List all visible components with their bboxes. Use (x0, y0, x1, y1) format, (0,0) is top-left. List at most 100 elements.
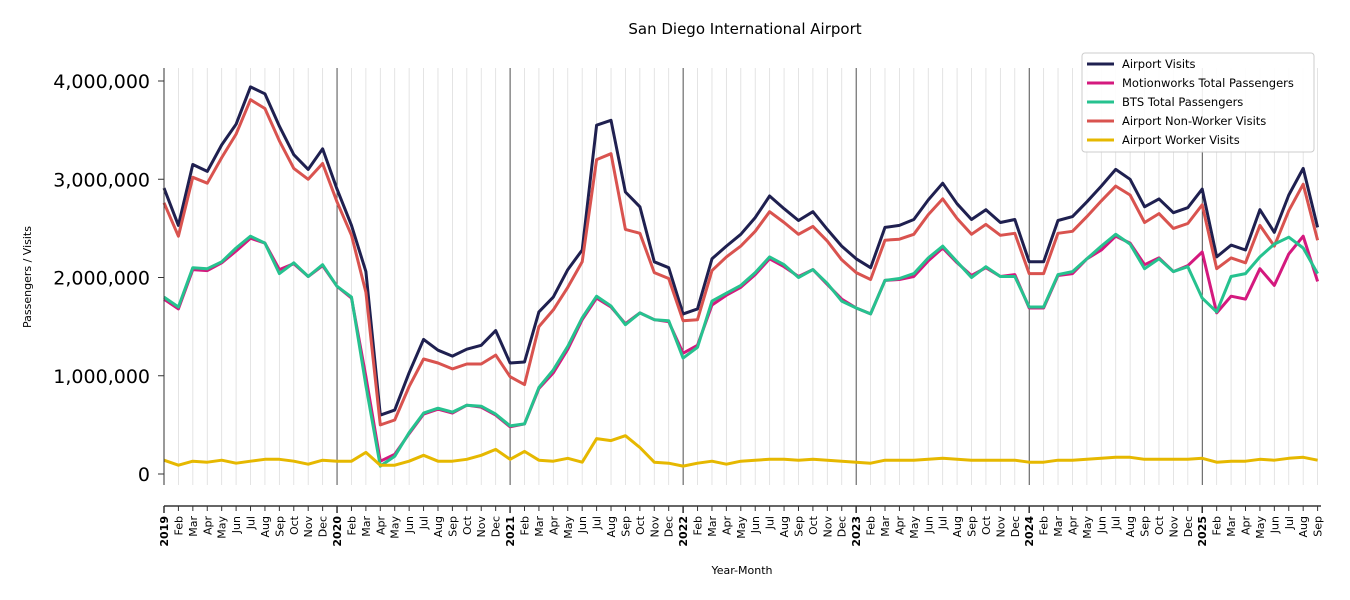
x-tick-label: Mar (1052, 516, 1065, 537)
x-tick-label: Aug (778, 516, 791, 537)
x-tick-label: Dec (1009, 516, 1022, 537)
x-tick-label: 2025 (1196, 516, 1209, 547)
x-tick-label: Nov (648, 516, 661, 538)
x-tick-label: Oct (634, 515, 647, 535)
x-tick-label: 2024 (1023, 516, 1036, 547)
x-tick-label: Dec (836, 516, 849, 537)
x-tick-label: Mar (1225, 516, 1238, 537)
x-tick-label: Oct (461, 515, 474, 535)
x-tick-label: 2021 (504, 516, 517, 547)
x-tick-label: 2020 (331, 516, 344, 547)
x-tick-label: Jun (749, 516, 762, 534)
x-axis-label: Year-Month (710, 564, 772, 577)
x-tick-label: Jul (764, 516, 777, 530)
legend-label: BTS Total Passengers (1122, 95, 1243, 109)
x-tick-label: May (1081, 516, 1094, 539)
x-tick-label: Feb (172, 516, 185, 535)
x-tick-label: Mar (879, 516, 892, 537)
x-tick-label: Feb (345, 516, 358, 535)
x-tick-label: 2019 (158, 516, 171, 547)
x-tick-label: Apr (1240, 516, 1253, 536)
chart-title: San Diego International Airport (628, 20, 861, 38)
x-tick-label: Oct (1153, 515, 1166, 535)
x-tick-label: Sep (446, 516, 459, 537)
series-line-airport-visits (162, 85, 1320, 417)
x-tick-label: Aug (432, 516, 445, 537)
x-tick-label: Jun (230, 516, 243, 534)
x-tick-label: May (389, 516, 402, 539)
x-tick-label: Apr (720, 516, 733, 536)
x-tick-label: Sep (273, 516, 286, 537)
x-tick-label: Nov (821, 516, 834, 538)
x-tick-label: Mar (706, 516, 719, 537)
legend: Airport Visits Motionworks Total Passenge… (1081, 52, 1315, 153)
x-tick-label: Jul (1283, 516, 1296, 530)
x-tick-label: Mar (187, 516, 200, 537)
legend-label: Motionworks Total Passengers (1122, 76, 1294, 90)
x-tick-label: Sep (1139, 516, 1152, 537)
x-tick-label: Feb (519, 516, 532, 535)
x-tick-label: Aug (605, 516, 618, 537)
x-tick-label: Feb (692, 516, 705, 535)
x-tick-label: Dec (1182, 516, 1195, 537)
x-tick-label: Mar (533, 516, 546, 537)
x-tick-label: Feb (1211, 516, 1224, 535)
x-tick-label: 2022 (677, 516, 690, 547)
x-tick-label: Oct (288, 515, 301, 535)
x-tick-label: Jul (937, 516, 950, 530)
x-tick-label: Jul (245, 516, 258, 530)
y-axis-label: Passengers / Visits (21, 226, 34, 328)
x-tick-label: May (562, 516, 575, 539)
x-tick-label: Feb (1038, 516, 1051, 535)
x-tick-label: Apr (201, 516, 214, 536)
x-tick-label: Jun (922, 516, 935, 534)
x-tick-label: Oct (807, 515, 820, 535)
x-tick-label: Nov (1167, 516, 1180, 538)
y-tick-label: 1,000,000 (53, 366, 150, 388)
x-tick-label: Apr (893, 516, 906, 536)
x-tick-label: Nov (475, 516, 488, 538)
x-tick-label: May (216, 516, 229, 539)
x-tick-label: Jul (1110, 516, 1123, 530)
series-lines (162, 85, 1320, 468)
x-tick-label: May (908, 516, 921, 539)
x-tick-label: Aug (1297, 516, 1310, 537)
x-tick-label: Aug (259, 516, 272, 537)
legend-label: Airport Worker Visits (1122, 133, 1240, 147)
x-tick-label: Dec (317, 516, 330, 537)
x-tick-label: Dec (490, 516, 503, 537)
x-tick-label: Nov (994, 516, 1007, 538)
x-tick-label: Aug (1124, 516, 1137, 537)
x-tick-label: May (735, 516, 748, 539)
series-line-bts-total-passengers (163, 232, 1319, 468)
x-tick-label: Mar (360, 516, 373, 537)
x-tick-label: Feb (865, 516, 878, 535)
x-tick-label: Apr (1066, 516, 1079, 536)
x-tick-label: Jun (1268, 516, 1281, 534)
x-tick-label: Sep (619, 516, 632, 537)
x-tick-label: Jul (591, 516, 604, 530)
legend-label: Airport Non-Worker Visits (1122, 114, 1266, 128)
x-tick-label: Sep (792, 516, 805, 537)
x-tick-label: Jun (1095, 516, 1108, 534)
legend-box (1081, 52, 1315, 153)
x-tick-label: Jun (576, 516, 589, 534)
x-tick-label: Apr (547, 516, 560, 536)
y-tick-label: 3,000,000 (53, 169, 150, 191)
y-tick-label: 4,000,000 (53, 71, 150, 93)
series-line-airport-non-worker-visits (162, 98, 1320, 427)
x-tick-label: Sep (966, 516, 979, 537)
x-tick-label: 2023 (850, 516, 863, 547)
y-tick-label: 0 (138, 464, 150, 486)
x-tick-label: Jul (418, 516, 431, 530)
x-tick-label: Oct (980, 515, 993, 535)
x-tick-label: Sep (1312, 516, 1325, 537)
legend-label: Airport Visits (1122, 57, 1196, 71)
x-tick-label: Dec (663, 516, 676, 537)
x-tick-label: Jun (403, 516, 416, 534)
x-tick-label: May (1254, 516, 1267, 539)
x-tick-label: Nov (302, 516, 315, 538)
series-line-airport-worker-visits (163, 434, 1318, 468)
y-ticks: 0 1,000,000 2,000,000 3,000,000 4,000,000 (53, 71, 164, 486)
